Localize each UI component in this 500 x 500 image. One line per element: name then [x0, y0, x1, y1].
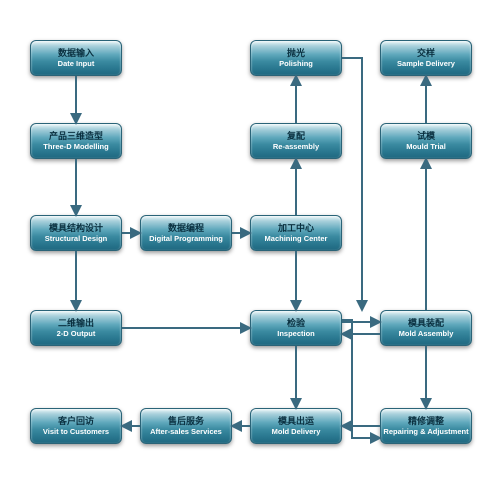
node-n15-zh: 模具装配: [408, 318, 444, 329]
node-n7-en: Polishing: [279, 59, 313, 68]
node-n3-en: Structural Design: [45, 234, 108, 243]
node-n12: 售后服务After-sales Services: [140, 408, 232, 444]
node-n9-zh: 加工中心: [278, 223, 314, 234]
node-n12-en: After-sales Services: [150, 427, 222, 436]
node-n12-zh: 售后服务: [168, 416, 204, 427]
node-n15-en: Mold Assembly: [399, 329, 454, 338]
node-n4-zh: 二维输出: [58, 318, 94, 329]
node-n13-en: Sample Delivery: [397, 59, 455, 68]
node-n9-en: Machining Center: [265, 234, 328, 243]
node-n14: 试模Mould Trial: [380, 123, 472, 159]
node-n11-zh: 模具出运: [278, 416, 314, 427]
node-n16-en: Repairing & Adjustment: [383, 427, 468, 436]
node-n10: 检验Inspection: [250, 310, 342, 346]
edge-n10-n16: [342, 320, 380, 438]
node-n3: 模具结构设计Structural Design: [30, 215, 122, 251]
node-n11: 模具出运Mold Delivery: [250, 408, 342, 444]
edge-n7-n15: [342, 58, 362, 310]
node-n1-zh: 数据输入: [58, 48, 94, 59]
node-n5-zh: 客户回访: [58, 416, 94, 427]
node-n8: 复配Re-assembly: [250, 123, 342, 159]
node-n2: 产品三维造型Three-D Modelling: [30, 123, 122, 159]
node-n14-en: Mould Trial: [406, 142, 446, 151]
node-n5: 客户回访Visit to Customers: [30, 408, 122, 444]
node-n7-zh: 抛光: [287, 48, 305, 59]
node-n4-en: 2-D Output: [57, 329, 96, 338]
node-n4: 二维输出2-D Output: [30, 310, 122, 346]
node-n11-en: Mold Delivery: [272, 427, 321, 436]
node-n6-zh: 数据编程: [168, 223, 204, 234]
node-n14-zh: 试模: [417, 131, 435, 142]
node-n10-zh: 检验: [287, 318, 305, 329]
node-n8-en: Re-assembly: [273, 142, 319, 151]
node-n16: 精修调整Repairing & Adjustment: [380, 408, 472, 444]
node-n3-zh: 模具结构设计: [49, 223, 103, 234]
node-n2-en: Three-D Modelling: [43, 142, 108, 151]
node-n16-zh: 精修调整: [408, 416, 444, 427]
node-n10-en: Inspection: [277, 329, 315, 338]
node-n13-zh: 交样: [417, 48, 435, 59]
node-n8-zh: 复配: [287, 131, 305, 142]
node-n5-en: Visit to Customers: [43, 427, 109, 436]
node-n6: 数据编程Digital Programming: [140, 215, 232, 251]
node-n2-zh: 产品三维造型: [49, 131, 103, 142]
node-n7: 抛光Polishing: [250, 40, 342, 76]
node-n1: 数据输入Date Input: [30, 40, 122, 76]
node-n9: 加工中心Machining Center: [250, 215, 342, 251]
node-n15: 模具装配Mold Assembly: [380, 310, 472, 346]
node-n13: 交样Sample Delivery: [380, 40, 472, 76]
node-n1-en: Date Input: [58, 59, 95, 68]
node-n6-en: Digital Programming: [149, 234, 223, 243]
